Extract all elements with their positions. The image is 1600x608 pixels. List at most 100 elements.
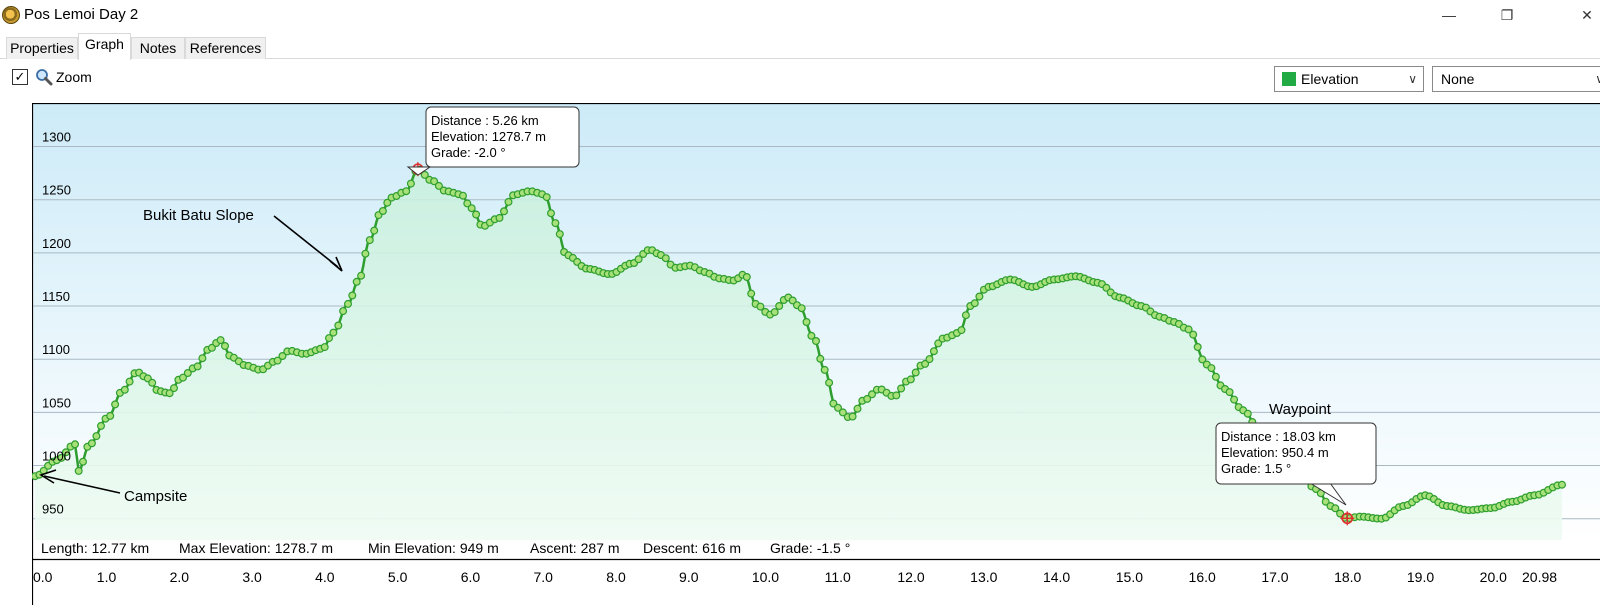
track-point [278,352,287,361]
track-point [329,328,338,337]
tab-references[interactable]: References [185,37,266,59]
track-point [1211,372,1220,381]
tab-notes[interactable]: Notes [131,37,185,59]
x-tick-label: 0.0 [33,569,53,585]
track-point [406,179,415,188]
track-point [111,400,120,409]
annotation-bukit-batu: Bukit Batu Slope [143,207,254,224]
tooltip-grade: Grade: -2.0 ° [431,145,506,160]
tooltip-distance: Distance : 18.03 km [1221,429,1336,444]
minimize-button[interactable]: — [1442,7,1456,23]
x-tick-label: 17.0 [1261,569,1288,585]
chevron-down-icon: ∨ [1595,72,1600,86]
x-tick-label: 6.0 [461,569,481,585]
track-point [957,326,966,335]
track-point [361,249,370,258]
x-tick-label: 10.0 [752,569,779,585]
track-point [1184,325,1193,334]
track-point [811,337,820,346]
x-tick-label: 13.0 [970,569,997,585]
x-tick-label: 19.0 [1407,569,1434,585]
track-point [863,394,872,403]
track-point [434,181,443,190]
track-point [500,207,509,216]
stat-ascent: Ascent: 287 m [530,540,620,556]
x-tick-label: 20.0 [1480,569,1507,585]
track-point [921,359,930,368]
elevation-chart[interactable]: 950 1000 1050 1100 1150 1200 1250 1300 0.0 1.0 2.… [30,102,1600,605]
x-tick-label: 18.0 [1334,569,1361,585]
annotation-arrow-head [39,469,57,484]
track-point [78,457,87,466]
track-point [1321,497,1330,506]
track-point [495,213,504,222]
y-tick-label: 1200 [42,236,71,251]
track-point [807,331,816,340]
close-button[interactable]: ✕ [1581,7,1593,23]
track-point [747,289,756,298]
track-point [542,193,551,202]
track-point [555,230,564,239]
secondary-series-value: None [1441,71,1475,87]
elevation-chart-svg[interactable]: 950 1000 1050 1100 1150 1200 1250 1300 0.0 1.0 2.… [30,102,1600,605]
track-point [57,453,66,462]
track-point [833,403,842,412]
tooltip-peak: Distance : 5.26 km Elevation: 1278.7 m G… [406,106,580,176]
track-point [816,354,825,363]
track-point [961,311,970,320]
track-point [867,390,876,399]
zoom-checkbox[interactable]: ✓ [12,69,28,85]
track-point [546,209,555,218]
x-tick-label: 20.98 [1522,569,1557,585]
tooltip-elevation: Elevation: 950.4 m [1221,445,1329,460]
x-tick-label: 2.0 [170,569,190,585]
x-tick-label: 8.0 [606,569,626,585]
tab-graph[interactable]: Graph [78,33,131,60]
track-point [975,292,984,301]
track-point [825,378,834,387]
stat-length: Length: 12.77 km [41,540,149,556]
magnifier-icon [36,69,53,86]
annotation-waypoint: Waypoint [1269,401,1332,418]
track-point [378,206,387,215]
zoom-label: Zoom [56,69,92,85]
secondary-series-select[interactable]: None ∨ [1432,66,1600,92]
restore-button[interactable]: ❐ [1500,7,1514,23]
elevation-area [35,169,1562,540]
track-point [193,362,202,371]
stat-max-elevation: Max Elevation: 1278.7 m [179,540,333,556]
track-point [742,273,751,282]
track-point [170,384,179,393]
tooltip-grade: Grade: 1.5 ° [1221,461,1291,476]
track-point [183,369,192,378]
track-point [221,342,230,351]
title-bar: Pos Lemoi Day 2 — ❐ ✕ [0,0,1600,30]
track-point [911,368,920,377]
x-tick-label: 5.0 [388,569,408,585]
x-tick-label: 14.0 [1043,569,1070,585]
tab-properties[interactable]: Properties [6,37,78,59]
primary-series-value: Elevation [1301,71,1359,87]
track-point [70,440,79,449]
track-point [339,307,348,316]
track-point [1193,343,1202,352]
track-point [756,302,765,311]
track-point [87,439,96,448]
track-point [892,391,901,400]
track-point [1230,395,1239,404]
track-point [775,302,784,311]
track-point [352,277,361,286]
x-tick-label: 15.0 [1116,569,1143,585]
track-point [120,385,129,394]
track-point [402,187,411,196]
track-point [125,377,134,386]
x-tick-label: 4.0 [315,569,335,585]
y-tick-label: 950 [42,502,64,517]
track-point [929,347,938,356]
track-point [551,219,560,228]
track-point [1189,330,1198,339]
track-point [661,254,670,263]
track-point [848,412,857,421]
track-point [934,339,943,348]
primary-series-select[interactable]: Elevation ∨ [1274,66,1424,92]
